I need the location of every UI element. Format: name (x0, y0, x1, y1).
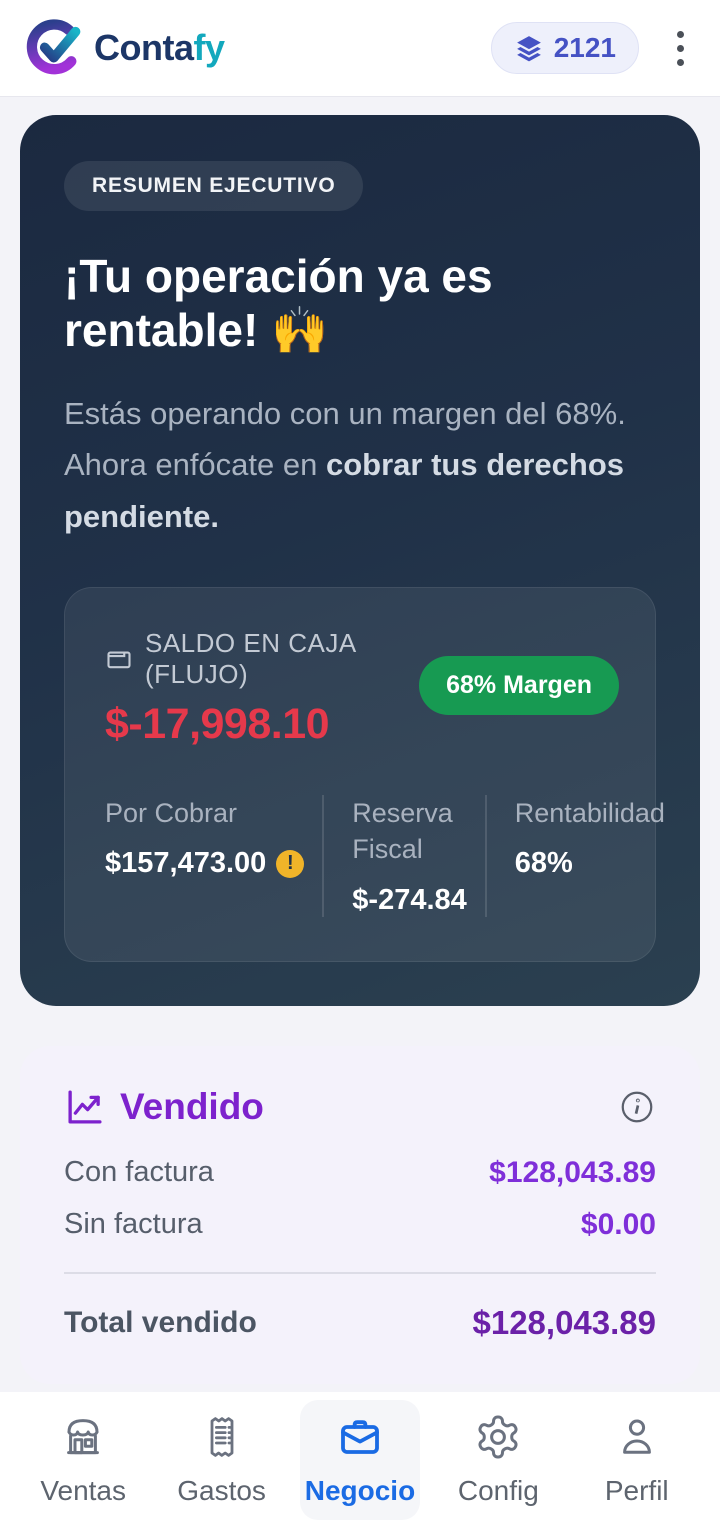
brand-name: Contafy (94, 27, 225, 68)
nav-item-negocio[interactable]: Negocio (299, 1400, 420, 1520)
wallet-icon (105, 645, 133, 673)
receipt-icon (198, 1413, 246, 1461)
rentabilidad-value: 68% (514, 847, 573, 880)
executive-summary-card: RESUMEN EJECUTIVO ¡Tu operación ya es re… (20, 115, 700, 1006)
trending-chart-icon (64, 1086, 106, 1128)
raised-hands-emoji: 🙌 (271, 304, 329, 357)
kpi-stats-row: Por Cobrar $157,473.00 ! Reserva Fiscal … (105, 794, 665, 917)
credits-badge[interactable]: 2121 (490, 22, 639, 74)
nav-label: Negocio (304, 1475, 416, 1506)
briefcase-icon (336, 1413, 384, 1461)
summary-badge: RESUMEN EJECUTIVO (64, 161, 364, 211)
stat-rentabilidad: Rentabilidad 68% (484, 794, 683, 917)
overflow-menu-icon[interactable] (667, 25, 694, 72)
contafy-logo-icon (26, 19, 84, 77)
app-header: Contafy 2121 (0, 0, 720, 97)
nav-label: Gastos (177, 1475, 266, 1506)
row-con-factura: Con factura $128,043.89 (64, 1155, 656, 1189)
layers-icon (514, 33, 544, 63)
hero-description: Estás operando con un margen del 68%. Ah… (64, 395, 626, 535)
nav-label: Ventas (40, 1475, 126, 1506)
stat-por-cobrar: Por Cobrar $157,473.00 ! (105, 795, 322, 917)
por-cobrar-value: $157,473.00 (105, 847, 267, 880)
stat-reserva-fiscal: Reserva Fiscal $-274.84 (322, 794, 485, 917)
vendido-card: Vendido Con factura $128,043.89 Sin fact… (20, 1045, 700, 1384)
info-icon[interactable] (618, 1088, 656, 1126)
nav-item-perfil[interactable]: Perfil (577, 1400, 697, 1520)
vendido-title: Vendido (120, 1085, 264, 1127)
storefront-icon (59, 1413, 107, 1461)
row-total-vendido: Total vendido $128,043.89 (64, 1303, 656, 1341)
nav-item-ventas[interactable]: Ventas (23, 1400, 143, 1520)
cash-balance-card: SALDO EN CAJA (FLUJO) $-17,998.10 68% Ma… (64, 586, 665, 962)
credits-count: 2121 (553, 32, 616, 63)
divider (64, 1271, 656, 1274)
warning-icon[interactable]: ! (276, 849, 305, 878)
nav-label: Perfil (604, 1475, 669, 1506)
nav-label: Config (457, 1475, 539, 1506)
bottom-navigation: Ventas Gastos Negocio Config (0, 1392, 720, 1530)
margin-badge: 68% Margen (419, 655, 619, 715)
brand-logo[interactable]: Contafy (26, 19, 225, 77)
row-sin-factura: Sin factura $0.00 (64, 1207, 656, 1241)
cash-balance-value: $-17,998.10 (105, 699, 330, 748)
nav-item-gastos[interactable]: Gastos (162, 1400, 282, 1520)
cash-balance-label: SALDO EN CAJA (FLUJO) (145, 627, 356, 689)
person-icon (613, 1413, 661, 1461)
nav-item-config[interactable]: Config (438, 1400, 558, 1520)
reserva-fiscal-value: $-274.84 (352, 883, 467, 916)
hero-title: ¡Tu operación ya es rentable! 🙌 (64, 250, 493, 357)
gear-icon (474, 1413, 522, 1461)
